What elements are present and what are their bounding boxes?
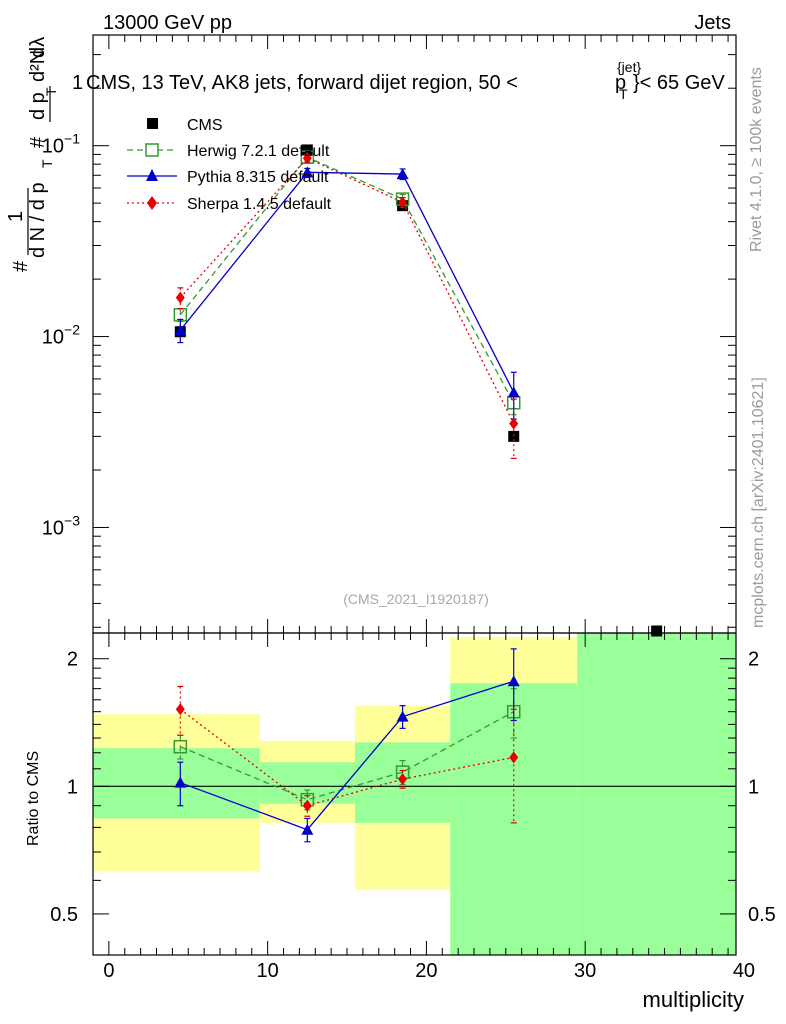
main-y-label: # 1 d N / d p T # d p T d²N dλ: [5, 37, 59, 272]
ratio-data-point: [175, 703, 185, 716]
x-tick-label: 10: [257, 960, 279, 982]
rivet-version-label: Rivet 4.1.0, ≥ 100k events: [748, 67, 765, 252]
y-label-hash1: #: [10, 260, 32, 272]
main-y-tick-label: 10−2: [42, 322, 80, 349]
main-data-point: [174, 324, 187, 336]
ratio-plot-frame: [92, 632, 737, 956]
y-label-T: T: [39, 159, 55, 168]
ratio-data-point: [396, 710, 409, 722]
cms-data-point: [508, 430, 520, 442]
ratio-y-tick-label-left: 0.5: [50, 904, 78, 926]
legend-herwig-marker: [145, 143, 159, 157]
cms-data-point: [651, 625, 663, 637]
header-left: 13000 GeV pp: [103, 12, 232, 34]
x-tick-labels: 0 10 20 30 40: [103, 960, 755, 982]
ratio-series-line: [179, 708, 514, 807]
y-label-dlambda: dλ: [27, 37, 49, 58]
ratio-data-point: [398, 773, 408, 786]
main-y-tick-label: 10−3: [42, 512, 80, 539]
ratio-y-tick-labels: 2 1 0.5 2 1 0.5: [50, 649, 776, 926]
ratio-y-label: Ratio to CMS: [25, 751, 42, 846]
x-axis-label: multiplicity: [643, 987, 744, 1012]
ratio-data-point: [301, 823, 314, 835]
legend-pythia-label: Pythia 8.315 default: [187, 169, 329, 186]
main-series-line: [179, 171, 515, 393]
main-data-point: [398, 196, 408, 209]
mcplots-label: mcplots.cern.ch [arXiv:2401.10621]: [750, 377, 767, 628]
ratio-y-tick-label-right: 2: [748, 649, 759, 671]
x-tick-label: 0: [103, 960, 114, 982]
main-series-group: [173, 144, 663, 637]
ratio-band-green: [450, 683, 578, 955]
main-data-point: [302, 152, 312, 165]
legend-pythia-marker: [146, 169, 158, 181]
ratio-y-tick-label-left: 2: [67, 649, 78, 671]
main-data-point: [396, 168, 409, 180]
legend-sherpa-marker: [147, 196, 157, 210]
ratio-series-group: [173, 648, 521, 843]
main-data-point: [507, 386, 520, 398]
ratio-y-tick-label-left: 1: [67, 776, 78, 798]
ratio-band-green: [93, 748, 260, 819]
x-tick-label: 20: [415, 960, 437, 982]
legend-cms-marker: [147, 118, 158, 129]
ratio-series-line: [180, 711, 515, 801]
axis-ticks: [93, 35, 736, 955]
ratio-y-tick-label-right: 0.5: [748, 904, 776, 926]
ratio-band-green: [577, 633, 736, 955]
ratio-data-point: [173, 739, 188, 754]
main-data-point: [509, 417, 519, 430]
y-label-hash2: #: [27, 136, 49, 148]
y-label-one: 1: [5, 211, 27, 222]
x-tick-label: 30: [574, 960, 596, 982]
main-y-tick-label: 10−1: [42, 131, 80, 158]
plot-title-one: 1: [72, 72, 83, 94]
ratio-data-point: [302, 799, 312, 812]
plot-title-suffix: }< 65 GeV: [633, 72, 725, 94]
plot-title-prefix: CMS, 13 TeV, AK8 jets, forward dijet reg…: [86, 72, 518, 94]
ratio-data-point: [509, 751, 519, 764]
cms-data-point: [301, 144, 313, 156]
x-tick-label: 40: [733, 960, 755, 982]
main-series-line: [179, 156, 515, 404]
plot-title-sup: {jet}: [617, 59, 641, 75]
main-y-tick-labels: 10−1 10−2 10−3: [42, 131, 80, 540]
header-right: Jets: [694, 12, 731, 34]
analysis-watermark: (CMS_2021_I1920187): [343, 591, 489, 607]
plot-title-p: p: [615, 72, 626, 94]
legend: CMS Herwig 7.2.1 default Pythia 8.315 de…: [127, 117, 332, 213]
main-data-point: [175, 291, 185, 304]
main-series-line: [179, 157, 515, 424]
y-label-d2N: d²N: [27, 50, 49, 82]
plot-title-sub: T: [619, 86, 628, 102]
ratio-data-point: [174, 776, 187, 788]
y-label-dN: d N / d p: [27, 182, 49, 258]
legend-cms-label: CMS: [187, 117, 223, 134]
ratio-uncertainty-bands: [93, 633, 736, 955]
legend-herwig-label: Herwig 7.2.1 default: [187, 143, 330, 160]
legend-sherpa-label: Sherpa 1.4.5 default: [187, 196, 332, 213]
ratio-y-tick-label-right: 1: [748, 776, 759, 798]
main-data-point: [301, 166, 314, 178]
ratio-data-point: [507, 675, 520, 687]
y-label-T2: T: [43, 87, 59, 96]
ratio-series-line: [180, 680, 514, 831]
y-label-dpT: d p: [27, 92, 49, 120]
